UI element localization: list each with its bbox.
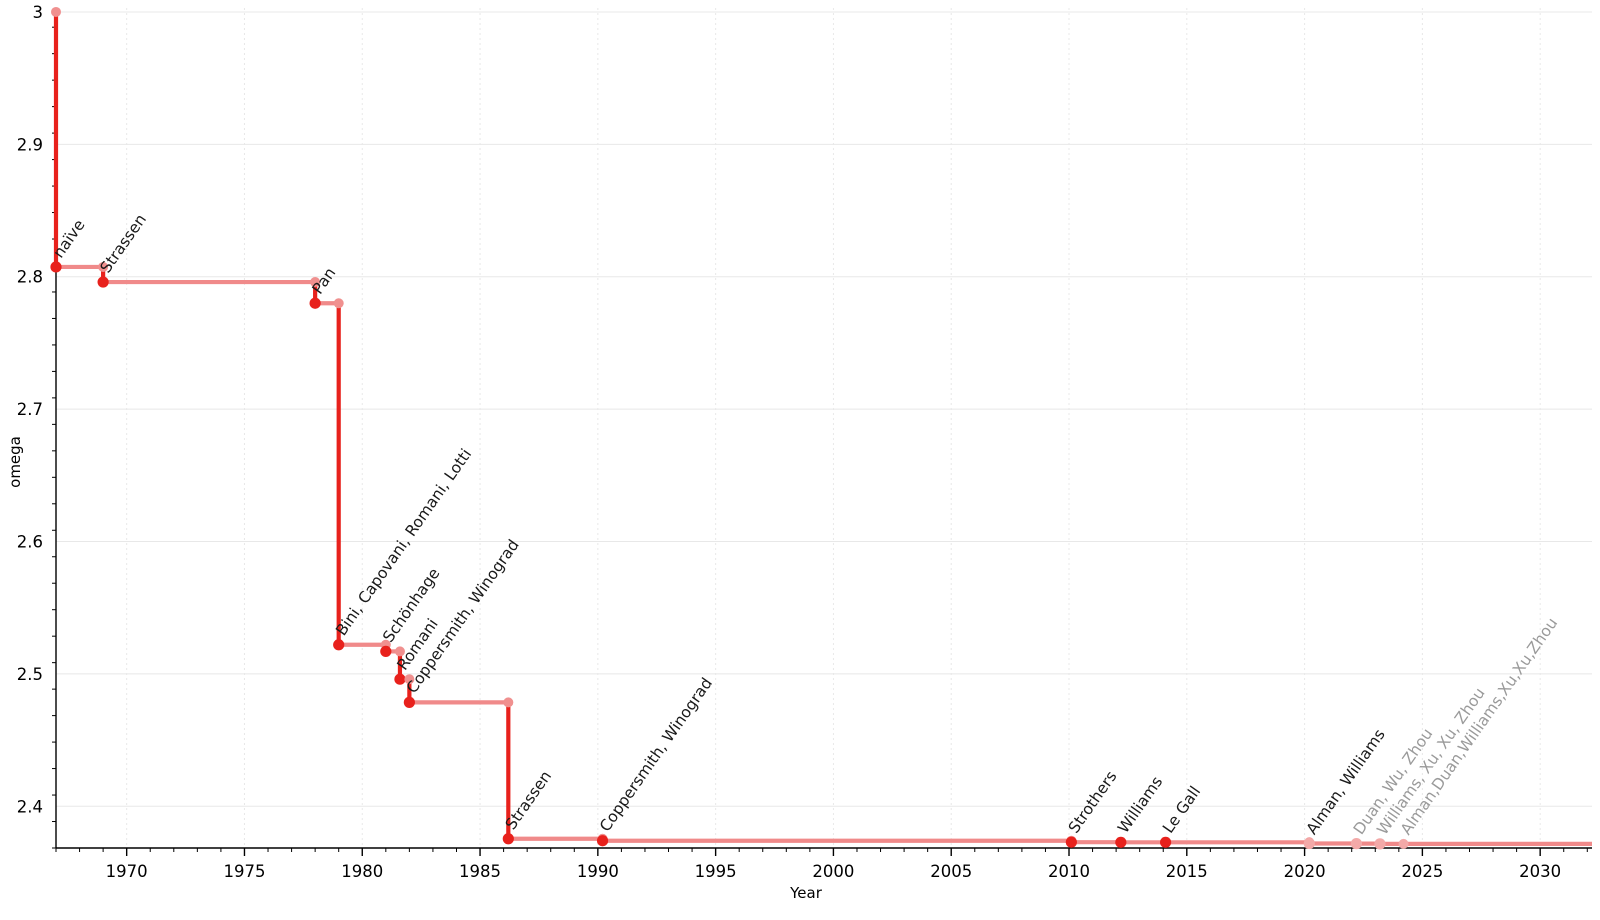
x-tick-label: 1975 (223, 862, 265, 881)
data-point-marker (1374, 838, 1386, 850)
x-tick-label: 2010 (1048, 862, 1090, 881)
data-point-marker (1350, 838, 1363, 850)
step-corner-marker (1398, 838, 1409, 849)
x-tick-label: 1985 (459, 862, 501, 881)
y-axis-title: omega (6, 436, 24, 488)
data-point-marker (50, 261, 62, 273)
data-point-marker (1065, 836, 1077, 848)
x-tick-label: 2020 (1284, 862, 1326, 881)
data-point-marker (309, 297, 321, 309)
step-corner-marker (404, 674, 415, 685)
x-tick-label: 1970 (106, 862, 148, 881)
x-tick-label: 2030 (1519, 862, 1561, 881)
step-corner-marker (333, 298, 344, 309)
x-tick-label: 2015 (1166, 862, 1208, 881)
y-tick-label: 2.9 (17, 135, 43, 154)
y-tick-label: 2.7 (17, 400, 43, 419)
step-corner-marker (98, 261, 109, 272)
data-point-marker (1159, 836, 1172, 848)
axis-lines (55, 8, 1592, 849)
point-label: Coppersmith, Winograd (596, 675, 716, 835)
y-tick-label: 2.6 (17, 533, 43, 552)
point-label: Strothers (1065, 768, 1121, 837)
point-label: Le Gall (1159, 783, 1204, 837)
step-corner-marker (503, 697, 514, 708)
step-corner-marker (310, 277, 321, 288)
x-tick-label: 2000 (812, 862, 854, 881)
data-point-marker (403, 696, 415, 708)
x-tick-label: 2005 (930, 862, 972, 881)
data-point-marker (380, 645, 392, 658)
x-tick-label: 1980 (341, 862, 383, 881)
y-tick-label: 2.5 (17, 665, 43, 684)
y-tick-label: 3 (33, 3, 44, 22)
data-point-marker (394, 673, 406, 685)
grid-lines (56, 8, 1592, 848)
data-point-marker (1303, 837, 1315, 850)
point-label: Strassen (97, 211, 150, 276)
data-point-marker (502, 833, 514, 845)
data-point-markers (50, 6, 1409, 850)
y-tick-label: 2.8 (17, 268, 43, 287)
x-tick-label: 1990 (577, 862, 619, 881)
step-line-series (53, 11, 1592, 846)
point-label: Coppersmith, Winograd (403, 536, 523, 696)
y-tick-label: 2.4 (17, 797, 43, 816)
x-axis-tick-labels: 1970 1975 1980 1985 1990 1995 2000 2005 2010 2015… (106, 862, 1561, 881)
data-point-marker (596, 835, 609, 847)
step-corner-marker (394, 646, 405, 657)
data-point-marker (97, 276, 109, 288)
point-label: Williams (1114, 773, 1166, 836)
step-corner-marker (51, 6, 61, 17)
x-axis-title: Year (789, 884, 823, 902)
x-tick-label: 2025 (1401, 862, 1443, 881)
y-axis-tick-labels: 2.4 2.5 2.6 2.7 2.8 2.9 3 (17, 3, 43, 816)
data-point-marker (1115, 836, 1127, 848)
axis-ticks (52, 26, 1588, 856)
data-point-marker (333, 639, 345, 651)
point-label: Williams, Xu, Xu, Zhou (1374, 684, 1489, 838)
x-tick-label: 1995 (695, 862, 737, 881)
